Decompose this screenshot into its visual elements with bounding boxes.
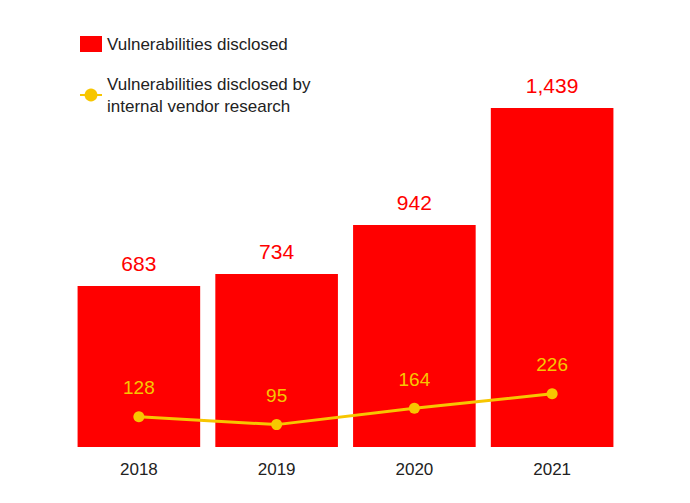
svg-text:95: 95 xyxy=(266,385,287,406)
svg-text:734: 734 xyxy=(259,240,294,263)
svg-text:2020: 2020 xyxy=(395,460,433,479)
svg-text:1,439: 1,439 xyxy=(526,74,579,97)
svg-text:226: 226 xyxy=(536,354,568,375)
svg-text:2018: 2018 xyxy=(120,460,158,479)
svg-text:Vulnerabilities disclosed: Vulnerabilities disclosed xyxy=(107,35,288,54)
svg-text:942: 942 xyxy=(397,191,432,214)
svg-text:internal vendor research: internal vendor research xyxy=(107,97,290,116)
svg-text:2019: 2019 xyxy=(258,460,296,479)
svg-text:164: 164 xyxy=(399,369,431,390)
svg-text:683: 683 xyxy=(121,252,156,275)
svg-text:128: 128 xyxy=(123,377,155,398)
svg-text:Vulnerabilities disclosed by: Vulnerabilities disclosed by xyxy=(107,75,315,94)
svg-text:2021: 2021 xyxy=(533,460,571,479)
